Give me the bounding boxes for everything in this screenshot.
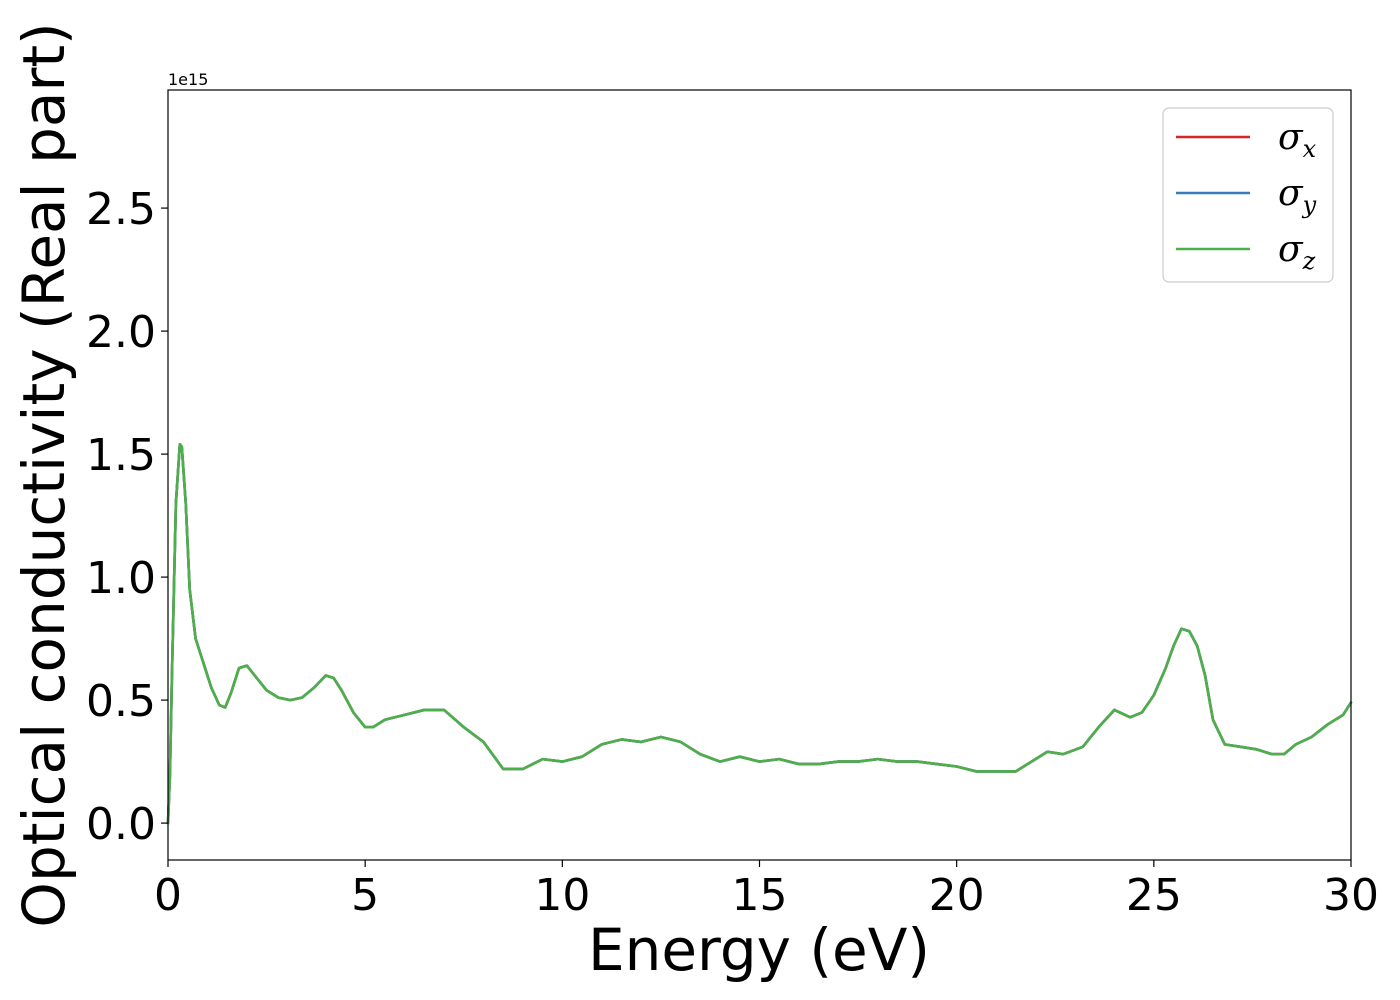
y-tick-label: 2.5 xyxy=(86,184,156,235)
plot-background xyxy=(168,90,1351,860)
x-tick-label: 30 xyxy=(1323,870,1379,921)
x-tick-label: 20 xyxy=(929,870,985,921)
series-layer xyxy=(166,442,1353,825)
x-tick-label: 0 xyxy=(154,870,182,921)
y-tick-label: 0.0 xyxy=(86,799,156,850)
y-tick-label: 1.5 xyxy=(86,430,156,481)
x-axis-title: Energy (eV) xyxy=(588,916,930,984)
legend-label: σy xyxy=(1278,173,1317,219)
x-tick-label: 15 xyxy=(732,870,788,921)
legend-label: σx xyxy=(1278,117,1317,163)
x-tick-label: 10 xyxy=(534,870,590,921)
y-tick-label: 1.0 xyxy=(86,553,156,604)
legend: σx σy σz xyxy=(1162,107,1334,283)
y-axis-title: Optical conductivity (Real part) xyxy=(10,22,78,927)
series-line xyxy=(166,442,1353,825)
legend-box xyxy=(1162,107,1334,283)
legend-label: σz xyxy=(1278,229,1316,275)
x-tick-label: 25 xyxy=(1126,870,1182,921)
y-tick-label: 2.0 xyxy=(86,307,156,358)
y-axis: 0.0 0.5 1.0 1.5 2.0 2.5 xyxy=(86,184,168,850)
y-tick-label: 0.5 xyxy=(86,676,156,727)
y-offset-label: 1e15 xyxy=(168,70,208,89)
x-axis: 0 5 10 15 20 25 30 xyxy=(154,860,1379,921)
x-tick-label: 5 xyxy=(351,870,379,921)
